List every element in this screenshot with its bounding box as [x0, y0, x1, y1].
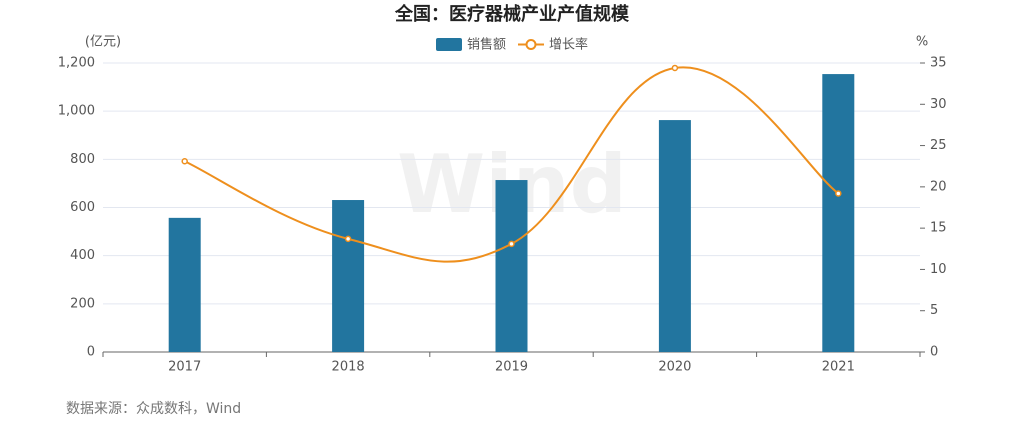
y2-tick-label: 5 [930, 303, 938, 318]
legend-label: 销售额 [467, 37, 506, 53]
bar [822, 74, 855, 352]
source: 数据来源：众成数科，Wind [66, 401, 241, 417]
y-tick-label: 800 [70, 152, 95, 167]
y2-tick-label: 10 [930, 262, 947, 277]
chart-title: 全国：医疗器械产业产值规模 [394, 3, 630, 25]
y-tick-label: 600 [70, 200, 95, 215]
line-point [181, 158, 188, 165]
y-tick-label: 0 [87, 345, 95, 360]
x-tick-label: 2019 [495, 360, 528, 375]
y-tick-label: 200 [70, 296, 95, 311]
bar [495, 180, 528, 352]
y-axis-label: (亿元) [85, 35, 121, 50]
y2-tick-label: 0 [930, 345, 938, 360]
legend-label: 增长率 [549, 37, 588, 53]
y2-tick-label: 30 [930, 97, 947, 112]
bar [168, 217, 201, 352]
bar [332, 200, 365, 352]
x-tick-label: 2018 [332, 360, 365, 375]
legend-swatch [525, 39, 537, 50]
y-tick-label: 400 [70, 248, 95, 263]
x-tick-label: 2020 [658, 360, 691, 375]
line [184, 66, 839, 263]
y-tick-label: 1,000 [58, 104, 95, 119]
line-point [835, 190, 842, 197]
bar [658, 120, 691, 352]
y2-tick-label: 25 [930, 138, 947, 153]
y-tick-label: 1,200 [58, 56, 95, 71]
line-point [344, 235, 352, 243]
x-tick-label: 2021 [822, 360, 855, 375]
y2-axis-label: % [916, 35, 928, 50]
x-tick-label: 2017 [168, 360, 201, 375]
y2-tick-label: 15 [930, 221, 947, 236]
line-point [508, 240, 515, 248]
y2-tick-label: 35 [930, 56, 947, 71]
y2-tick-label: 20 [930, 179, 947, 194]
legend-swatch [436, 38, 462, 51]
line-point [671, 64, 679, 72]
